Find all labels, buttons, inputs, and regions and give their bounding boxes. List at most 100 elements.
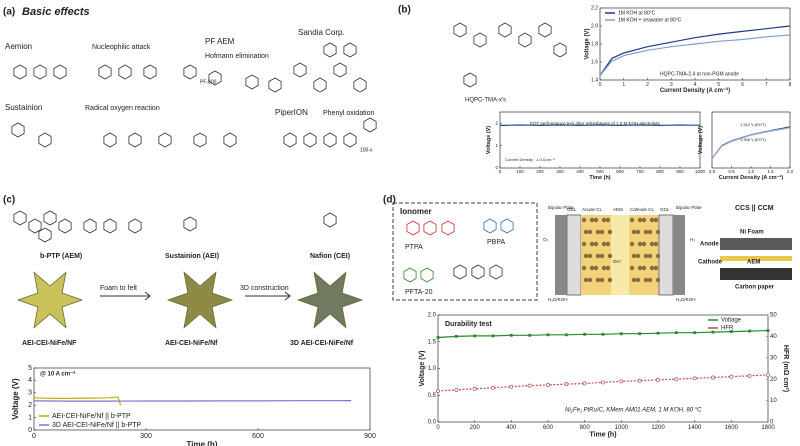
point xyxy=(692,376,697,381)
point xyxy=(674,377,679,382)
label: @ 10 A cm⁻² xyxy=(40,371,75,378)
label: AEI-CEI-NiFe/Nf xyxy=(165,340,218,347)
legend-label: HFR xyxy=(721,326,734,332)
particle xyxy=(583,253,589,259)
y-tick-label: 0.0 xyxy=(428,420,437,426)
particle xyxy=(635,253,641,259)
label: Durability test xyxy=(445,321,492,328)
x-tick-label: 7 xyxy=(765,82,768,88)
y-tick-label: 3 xyxy=(28,390,32,397)
ring xyxy=(453,264,467,280)
point xyxy=(473,334,477,338)
ring xyxy=(193,132,207,148)
cell-label: GDL xyxy=(660,207,670,212)
x-tick-label: 300 xyxy=(556,169,564,174)
point xyxy=(454,335,458,338)
particle xyxy=(583,229,589,235)
y-tick-label: 0 xyxy=(28,427,32,434)
stack-label: CCS || CCM xyxy=(735,205,774,212)
particle xyxy=(599,229,605,235)
ring xyxy=(293,62,307,78)
x-tick-label: 1.5 xyxy=(767,169,774,174)
particle xyxy=(607,277,613,283)
ni-foam xyxy=(720,238,792,250)
particle xyxy=(649,217,655,223)
particle xyxy=(629,265,635,271)
ionomer-box xyxy=(392,202,538,301)
particle xyxy=(641,217,647,223)
particle xyxy=(647,277,653,283)
ring xyxy=(313,77,327,93)
particle xyxy=(599,277,605,283)
particle xyxy=(593,217,599,223)
particle xyxy=(589,241,595,247)
cell-label: AEM xyxy=(613,207,623,212)
label: PF-800 xyxy=(200,79,217,85)
x-tick-label: 8 xyxy=(789,82,792,88)
panel-label: (d) xyxy=(383,195,396,206)
particle xyxy=(649,265,655,271)
x-tick-label: 600 xyxy=(543,425,554,431)
point xyxy=(729,374,734,379)
particle xyxy=(643,253,649,259)
ring xyxy=(38,227,52,243)
particle xyxy=(637,217,643,223)
y-axis-label: Voltage (V) xyxy=(419,350,426,386)
point xyxy=(711,330,715,334)
particle xyxy=(589,265,595,271)
ring xyxy=(323,212,337,228)
ring xyxy=(183,216,197,232)
legend-label: Voltage xyxy=(721,318,742,324)
point xyxy=(564,333,568,337)
ring xyxy=(28,218,42,234)
label: Ni₂Fe₁ PtRu/C, KMem AM01 AEM, 1 M KOH, 8… xyxy=(565,408,702,414)
y-axis-label: Voltage (V) xyxy=(11,378,20,420)
x-tick-label: 900 xyxy=(676,169,684,174)
x-tick-label: 800 xyxy=(580,425,591,431)
gdl xyxy=(566,214,582,296)
point xyxy=(546,383,550,387)
ring xyxy=(538,22,552,38)
ring xyxy=(483,218,497,234)
particle xyxy=(653,241,659,247)
ring xyxy=(303,132,317,148)
point xyxy=(601,380,605,385)
point xyxy=(509,333,513,337)
y2-tick-label: 30 xyxy=(770,355,777,361)
point xyxy=(583,332,587,336)
particle xyxy=(655,277,661,283)
particle xyxy=(595,277,601,283)
x-tick-label: 1200 xyxy=(651,425,665,431)
ring xyxy=(333,62,347,78)
label: Phenyl oxidation xyxy=(323,110,374,117)
point xyxy=(582,381,587,386)
x-axis-label: Current Density (A cm⁻²) xyxy=(719,174,784,181)
cell-label: Bipolar Plate xyxy=(676,205,702,210)
particle xyxy=(593,241,599,247)
particle xyxy=(595,253,601,259)
point xyxy=(747,373,752,378)
point xyxy=(454,387,459,392)
plot-frame xyxy=(33,367,371,431)
point xyxy=(674,331,678,335)
point xyxy=(638,332,642,336)
particle xyxy=(647,229,653,235)
ring xyxy=(13,210,27,226)
carbon-paper xyxy=(720,268,792,280)
label: Hofmann elimination xyxy=(205,53,269,60)
y-axis-label: Voltage (V) xyxy=(585,29,591,60)
label: Radical oxygen reaction xyxy=(85,105,160,112)
ring xyxy=(223,132,237,148)
ring xyxy=(406,220,420,236)
electrode xyxy=(296,271,364,329)
panel-title: Basic effects xyxy=(22,6,90,18)
ring xyxy=(473,32,487,48)
ring xyxy=(553,42,567,58)
label: Ionomer xyxy=(400,207,432,216)
ring xyxy=(158,132,172,148)
ring xyxy=(128,218,142,234)
particle xyxy=(605,217,611,223)
point xyxy=(656,331,660,335)
y2-tick-label: 10 xyxy=(770,398,777,404)
